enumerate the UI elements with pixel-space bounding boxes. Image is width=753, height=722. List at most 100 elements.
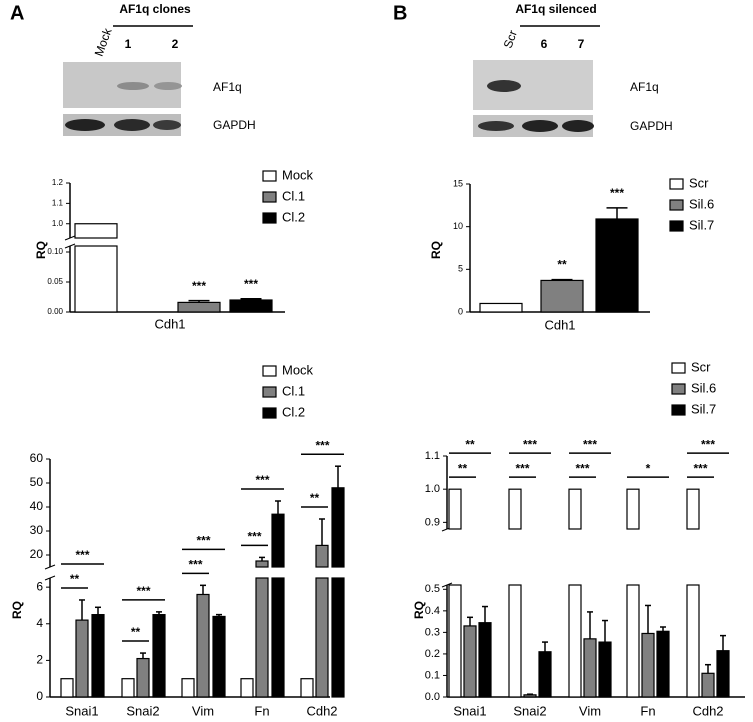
significance-label: *** — [244, 277, 258, 291]
y-tick-label: 0.10 — [47, 247, 63, 256]
bar — [240, 678, 254, 698]
bar — [463, 625, 477, 698]
y-tick-label: 0.5 — [425, 583, 440, 595]
legend-label: Mock — [282, 362, 314, 377]
x-tick-label: Vim — [579, 703, 601, 718]
legend-swatch — [262, 170, 277, 182]
bar — [540, 279, 584, 313]
significance-label: *** — [693, 461, 707, 475]
legend-swatch — [262, 212, 277, 224]
y-axis-label: RQ — [412, 601, 426, 619]
y-tick-label: 0.2 — [425, 648, 440, 660]
bar — [75, 619, 89, 698]
significance-label: ** — [557, 258, 567, 272]
blot-band — [522, 120, 558, 132]
significance-label: ** — [465, 437, 475, 451]
bar — [641, 632, 655, 698]
bar — [478, 622, 492, 698]
legend-label: Mock — [282, 167, 314, 182]
legend-label: Sil.6 — [689, 196, 714, 211]
y-tick-label: 1.1 — [425, 450, 440, 462]
x-tick-label: Cdh1 — [154, 316, 185, 331]
bar — [448, 584, 462, 698]
legend-label: Scr — [689, 175, 709, 190]
lane-label: 1 — [125, 37, 132, 51]
y-tick-label: 0.00 — [47, 307, 63, 316]
panel-label: A — [10, 2, 24, 24]
legend-label: Cl.1 — [282, 383, 305, 398]
y-tick-label: 0.4 — [425, 605, 440, 617]
legend-swatch — [669, 220, 684, 232]
y-tick-label: 60 — [30, 451, 44, 465]
bar — [448, 488, 462, 530]
significance-label: *** — [583, 437, 597, 451]
y-axis-label: RQ — [34, 241, 48, 259]
x-tick-label: Vim — [192, 703, 214, 718]
bar — [701, 672, 715, 698]
legend-swatch — [262, 407, 277, 419]
bar — [568, 584, 582, 698]
legend-label: Cl.2 — [282, 209, 305, 224]
bar — [255, 560, 269, 568]
y-axis-label: RQ — [10, 601, 24, 619]
bar — [177, 301, 221, 313]
bar — [595, 218, 639, 313]
lane-label: 2 — [172, 37, 179, 51]
legend-swatch — [671, 404, 686, 416]
significance-label: * — [646, 461, 651, 475]
legend-label: Sil.7 — [689, 217, 714, 232]
blot-row-label: GAPDH — [630, 119, 673, 133]
blot-band — [487, 80, 521, 92]
bar — [196, 593, 210, 698]
axis-break — [44, 575, 56, 581]
bar — [181, 678, 195, 698]
y-tick-label: 0.9 — [425, 516, 440, 528]
legend-label: Sil.6 — [691, 380, 716, 395]
y-tick-label: 0.1 — [425, 669, 440, 681]
legend-label: Sil.7 — [691, 401, 716, 416]
x-tick-label: Snai2 — [513, 703, 546, 718]
significance-label: *** — [523, 437, 537, 451]
lane-label: Scr — [501, 28, 520, 50]
legend-swatch — [671, 362, 686, 374]
bar — [271, 577, 285, 698]
bar — [626, 584, 640, 698]
y-tick-label: 0.3 — [425, 626, 440, 638]
y-tick-label: 0 — [458, 306, 463, 316]
bar — [152, 614, 166, 698]
y-axis-label: RQ — [429, 241, 443, 259]
significance-label: *** — [75, 548, 89, 562]
bar — [686, 584, 700, 698]
bar — [508, 584, 522, 698]
significance-label: *** — [315, 438, 329, 452]
lane-label: Mock — [92, 25, 115, 58]
panel-label: B — [393, 2, 407, 24]
legend-swatch — [262, 191, 277, 203]
y-tick-label: 50 — [30, 475, 44, 489]
blot-title: AF1q silenced — [515, 2, 596, 16]
blot-band — [562, 120, 594, 132]
blot-row-label: AF1q — [630, 80, 659, 94]
y-tick-label: 0.05 — [47, 277, 63, 286]
significance-label: *** — [188, 557, 202, 571]
bar — [74, 245, 118, 313]
bar — [315, 577, 329, 698]
bar — [60, 678, 74, 698]
legend-swatch — [669, 178, 684, 190]
legend-swatch — [669, 199, 684, 211]
blot-band — [153, 120, 181, 130]
bar — [212, 615, 226, 698]
bar — [568, 488, 582, 530]
bar — [626, 488, 640, 530]
significance-label: ** — [458, 461, 468, 475]
significance-label: *** — [515, 461, 529, 475]
significance-label: *** — [255, 473, 269, 487]
y-tick-label: 1.2 — [52, 178, 64, 187]
bar — [716, 650, 730, 698]
bar — [121, 678, 135, 698]
bar — [583, 638, 597, 698]
axis-break — [64, 243, 76, 249]
legend-label: Cl.1 — [282, 188, 305, 203]
bar — [91, 614, 105, 698]
